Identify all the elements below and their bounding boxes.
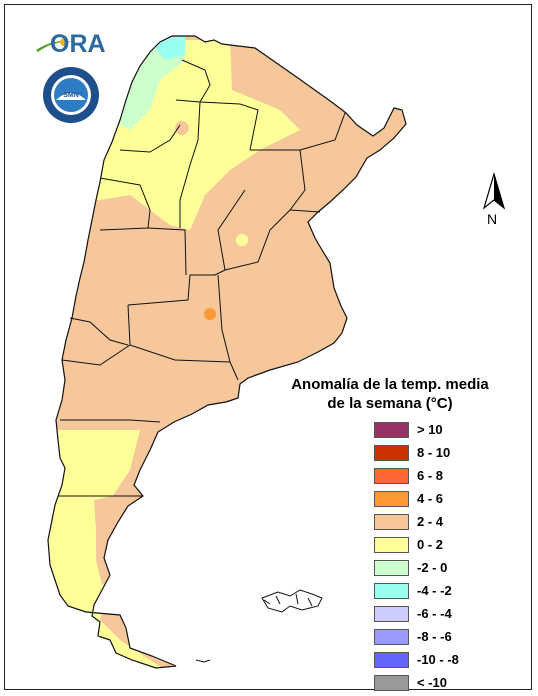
legend-swatch (374, 674, 409, 691)
legend-label: -2 - 0 (417, 560, 448, 575)
ora-logo-text: ORA (50, 30, 106, 58)
zone-mild-south (48, 430, 180, 668)
legend-item: 6 - 8 (374, 464, 494, 487)
legend-title-line2: de la semana (°C) (327, 395, 453, 412)
smn-seal-logo: SMN (43, 67, 99, 123)
legend-label: 4 - 6 (417, 491, 444, 506)
zone-warm-patagonia (94, 490, 140, 585)
legend-swatch (374, 582, 409, 599)
legend-swatch (374, 467, 409, 484)
malvinas-islands (261, 589, 323, 613)
smn-seal-center: SMN (63, 92, 79, 99)
legend-item: 4 - 6 (374, 487, 494, 510)
legend-item: -6 - -4 (374, 602, 494, 625)
legend-item: < -10 (374, 671, 494, 694)
legend-swatch (374, 490, 409, 507)
legend-item: > 10 (374, 418, 494, 441)
north-label: N (487, 211, 498, 227)
legend-title: Anomalía de la temp. media de la semana … (290, 375, 490, 413)
legend-title-line1: Anomalía de la temp. media (291, 376, 489, 393)
legend-swatch (374, 536, 409, 553)
legend-label: -8 - -6 (417, 629, 452, 644)
legend-swatch (374, 513, 409, 530)
legend-item: -10 - -8 (374, 648, 494, 671)
legend-item: -4 - -2 (374, 579, 494, 602)
legend-swatch (374, 444, 409, 461)
north-arrow-icon (482, 172, 506, 210)
legend-label: -4 - -2 (417, 583, 452, 598)
ora-logo (36, 38, 74, 52)
staten-island (195, 659, 211, 663)
legend-item: 2 - 4 (374, 510, 494, 533)
province-borders (47, 35, 407, 669)
zone-hot-spot (204, 308, 216, 320)
legend-swatch (374, 421, 409, 438)
legend-item: 0 - 2 (374, 533, 494, 556)
zone-warm-spot-north (175, 121, 189, 135)
legend-label: 6 - 8 (417, 468, 444, 483)
legend-item: -2 - 0 (374, 556, 494, 579)
legend-item: 8 - 10 (374, 441, 494, 464)
legend-label: < -10 (417, 675, 447, 690)
legend-label: 0 - 2 (417, 537, 444, 552)
legend-label: -6 - -4 (417, 606, 452, 621)
legend-label: -10 - -8 (417, 652, 459, 667)
legend-swatch (374, 559, 409, 576)
legend-item: -8 - -6 (374, 625, 494, 648)
zone-mild-spot (236, 234, 248, 246)
legend: > 10 8 - 10 6 - 8 4 - 6 2 - 4 0 - 2 -2 - 0 -4 -… (374, 418, 494, 694)
legend-label: 2 - 4 (417, 514, 444, 529)
legend-swatch (374, 628, 409, 645)
legend-label: 8 - 10 (417, 445, 451, 460)
legend-label: > 10 (417, 422, 443, 437)
legend-swatch (374, 651, 409, 668)
legend-swatch (374, 605, 409, 622)
